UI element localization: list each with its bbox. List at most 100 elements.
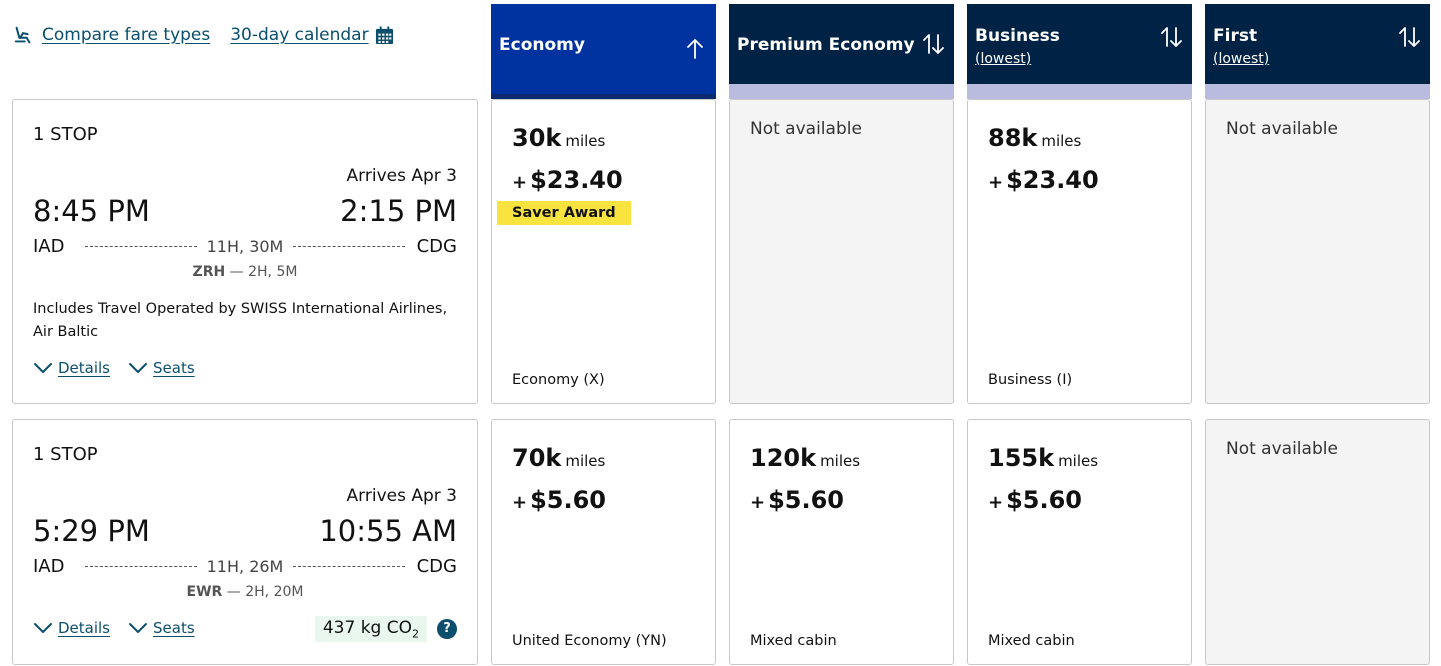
- miles-unit: miles: [820, 452, 861, 470]
- connection-airport: ZRH: [192, 264, 226, 280]
- departure-time: 8:45 PM: [33, 194, 150, 228]
- miles-value: 30k: [512, 124, 562, 152]
- column-header-strip: [967, 84, 1192, 99]
- stops-label: 1 STOP: [33, 124, 98, 145]
- column-header-bar: Business (lowest): [967, 4, 1192, 84]
- fare-cell-economy[interactable]: 70k miles + $5.60 United Economy (YN): [491, 419, 716, 665]
- column-name: First: [1213, 26, 1258, 46]
- fare-cell-first: Not available: [1205, 419, 1430, 665]
- origin-airport: IAD: [33, 556, 65, 577]
- chevron-down-icon: [129, 363, 148, 373]
- sort-ascending-icon[interactable]: [684, 36, 706, 62]
- tax-value: $5.60: [1006, 486, 1083, 514]
- arrival-time: 2:15 PM: [340, 194, 457, 228]
- lowest-link[interactable]: (lowest): [975, 51, 1032, 67]
- seat-icon: [14, 26, 31, 44]
- chevron-down-icon: [129, 623, 148, 633]
- details-toggle[interactable]: Details: [33, 359, 110, 377]
- column-header-strip: [729, 84, 954, 99]
- seats-label[interactable]: Seats: [153, 619, 195, 637]
- chevron-down-icon: [34, 363, 52, 373]
- column-header-first[interactable]: First (lowest): [1205, 4, 1430, 99]
- column-header-bar: First (lowest): [1205, 4, 1430, 84]
- fare-cell-premium-economy[interactable]: 120k miles + $5.60 Mixed cabin: [729, 419, 954, 665]
- column-header-strip: [491, 94, 716, 99]
- fare-miles: 120k miles: [750, 444, 860, 472]
- tax-value: $5.60: [530, 486, 607, 514]
- destination-airport: CDG: [416, 556, 457, 577]
- column-header-premium-economy[interactable]: Premium Economy: [729, 4, 954, 99]
- route-line: [85, 246, 197, 247]
- miles-value: 120k: [750, 444, 817, 472]
- miles-value: 88k: [988, 124, 1038, 152]
- miles-unit: miles: [1058, 452, 1099, 470]
- details-label[interactable]: Details: [58, 359, 111, 377]
- tax-value: $5.60: [768, 486, 845, 514]
- compare-fare-types-link[interactable]: Compare fare types: [42, 25, 211, 45]
- seats-toggle[interactable]: Seats: [128, 359, 195, 377]
- sort-icon[interactable]: [1398, 24, 1420, 50]
- co2-badge: 437 kg CO2: [314, 615, 427, 642]
- column-header-bar: Economy: [491, 4, 716, 94]
- arrival-date: Arrives Apr 3: [346, 486, 457, 506]
- operated-by-note: Includes Travel Operated by SWISS Intern…: [33, 301, 448, 340]
- not-available-text: Not available: [1226, 119, 1338, 139]
- fare-cell-economy[interactable]: 30k miles + $23.40 Saver Award Economy (X): [491, 99, 716, 404]
- miles-value: 70k: [512, 444, 562, 472]
- route-line: [85, 566, 197, 567]
- calendar-link[interactable]: 30-day calendar: [230, 25, 393, 45]
- top-links: Compare fare types 30-day calendar: [12, 24, 394, 46]
- fare-cell-business[interactable]: 155k miles + $5.60 Mixed cabin: [967, 419, 1192, 665]
- miles-unit: miles: [565, 132, 606, 150]
- co2-subscript: 2: [412, 627, 419, 640]
- fare-cell-business[interactable]: 88k miles + $23.40 Business (I): [967, 99, 1192, 404]
- fare-tax: + $5.60: [512, 486, 607, 514]
- fare-cell-first: Not available: [1205, 99, 1430, 404]
- flight-card: 1 STOP Arrives Apr 3 8:45 PM 2:15 PM IAD…: [12, 99, 478, 404]
- flight-links: Details Seats: [33, 359, 213, 377]
- column-header-bar: Premium Economy: [729, 4, 954, 84]
- connection-time: — 2H, 5M: [229, 264, 298, 280]
- tax-value: $23.40: [530, 166, 623, 194]
- fare-miles: 70k miles: [512, 444, 605, 472]
- seats-toggle[interactable]: Seats: [128, 619, 195, 637]
- flight-card: 1 STOP Arrives Apr 3 5:29 PM 10:55 AM IA…: [12, 419, 478, 665]
- origin-airport: IAD: [33, 236, 65, 257]
- sort-icon[interactable]: [922, 31, 944, 57]
- column-header-economy[interactable]: Economy: [491, 4, 716, 99]
- calendar-link-label[interactable]: 30-day calendar: [230, 25, 369, 45]
- fare-cabin: Mixed cabin: [750, 633, 837, 649]
- help-icon[interactable]: ?: [437, 618, 457, 639]
- tax-value: $23.40: [1006, 166, 1099, 194]
- fare-tax: + $23.40: [512, 166, 623, 194]
- lowest-link[interactable]: (lowest): [1213, 51, 1270, 67]
- stops-label: 1 STOP: [33, 444, 98, 465]
- connection-info: ZRH — 2H, 5M: [13, 264, 477, 280]
- miles-value: 155k: [988, 444, 1055, 472]
- route-line: [293, 246, 405, 247]
- sort-icon[interactable]: [1160, 24, 1182, 50]
- flight-links: Details Seats: [33, 619, 213, 637]
- co2-value: 437 kg CO: [322, 617, 412, 638]
- fare-cabin: Economy (X): [512, 372, 605, 388]
- fare-tax: + $5.60: [988, 486, 1083, 514]
- details-label[interactable]: Details: [58, 619, 111, 637]
- connection-info: EWR — 2H, 20M: [13, 584, 477, 600]
- flight-duration: 11H, 26M: [206, 557, 284, 576]
- fare-miles: 88k miles: [988, 124, 1081, 152]
- seats-label[interactable]: Seats: [153, 359, 195, 377]
- arrival-date: Arrives Apr 3: [346, 166, 457, 186]
- fare-tax: + $23.40: [988, 166, 1099, 194]
- co2-emissions: 437 kg CO2 ?: [314, 615, 457, 642]
- details-toggle[interactable]: Details: [33, 619, 110, 637]
- column-header-business[interactable]: Business (lowest): [967, 4, 1192, 99]
- departure-time: 5:29 PM: [33, 514, 150, 548]
- connection-airport: EWR: [186, 584, 223, 600]
- calendar-icon: [375, 25, 393, 44]
- chevron-down-icon: [34, 623, 52, 633]
- miles-unit: miles: [1041, 132, 1082, 150]
- miles-unit: miles: [565, 452, 606, 470]
- arrival-time: 10:55 AM: [319, 514, 457, 548]
- flight-duration: 11H, 30M: [206, 237, 284, 256]
- column-name: Economy: [499, 35, 585, 55]
